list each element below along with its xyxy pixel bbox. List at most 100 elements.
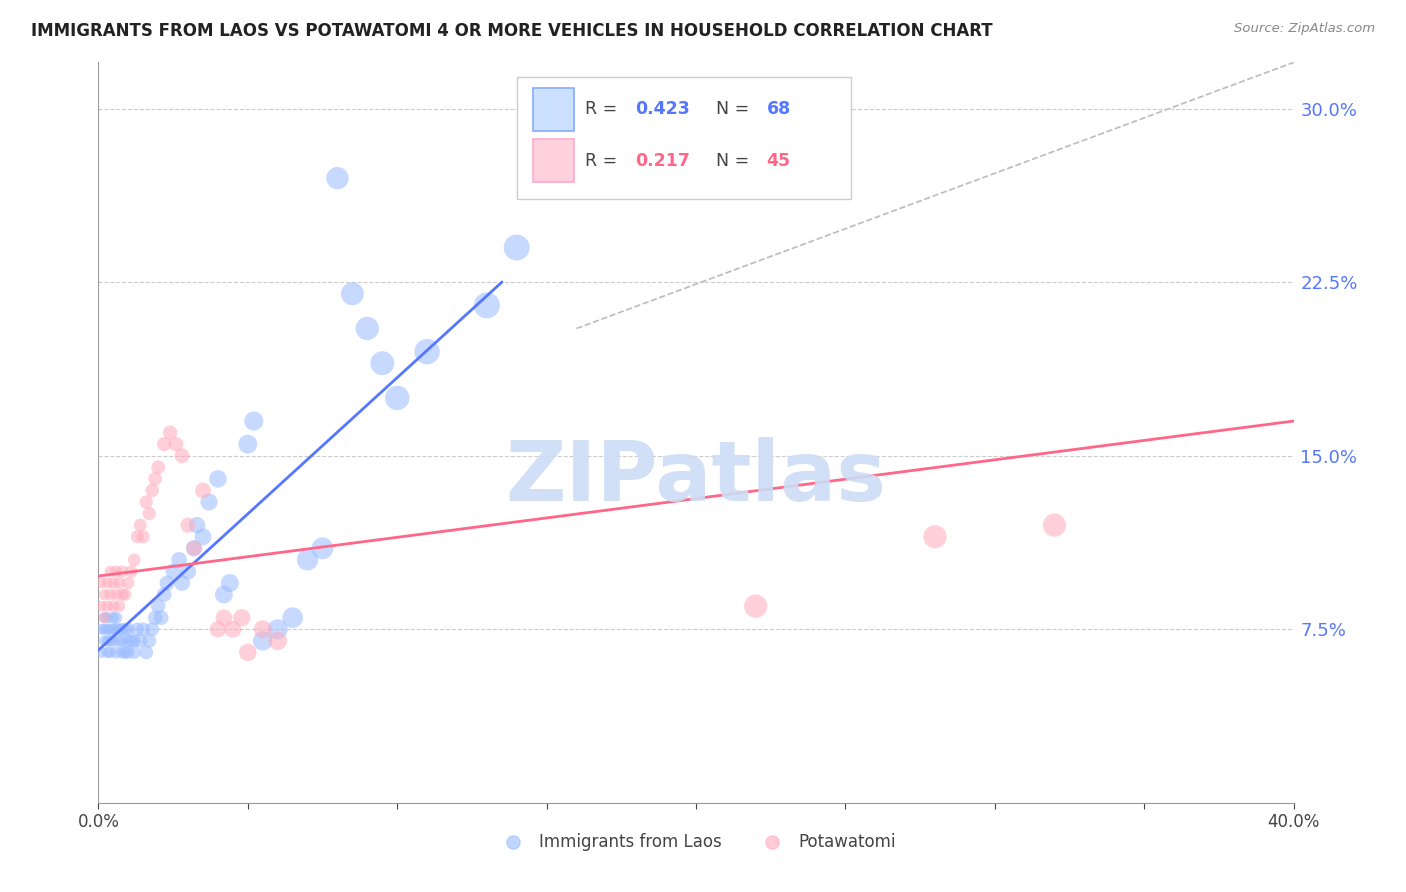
Point — [124, 553, 146, 567]
Point — [138, 507, 160, 521]
Point — [111, 633, 134, 648]
Point — [222, 622, 245, 636]
Point — [111, 588, 134, 602]
Point — [105, 565, 128, 579]
Point — [416, 344, 439, 359]
Point — [93, 588, 115, 602]
Point — [198, 495, 221, 509]
Point — [177, 565, 200, 579]
Point — [103, 633, 125, 648]
Point — [96, 645, 118, 659]
Point — [108, 633, 131, 648]
Point — [148, 460, 170, 475]
Point — [153, 437, 176, 451]
Point — [141, 622, 163, 636]
Text: 68: 68 — [766, 100, 790, 118]
Point — [90, 645, 112, 659]
Point — [93, 610, 115, 624]
Point — [212, 588, 235, 602]
Point — [135, 495, 157, 509]
Text: ZIPatlas: ZIPatlas — [506, 436, 886, 517]
Point — [371, 356, 394, 370]
Point — [96, 622, 118, 636]
Point — [252, 622, 274, 636]
Point — [219, 576, 242, 591]
Point — [93, 622, 115, 636]
Point — [183, 541, 205, 556]
Point — [191, 530, 214, 544]
Point — [120, 633, 142, 648]
Point — [311, 541, 333, 556]
Point — [153, 588, 176, 602]
Point — [103, 599, 125, 614]
Point — [267, 622, 290, 636]
Text: R =: R = — [585, 152, 623, 169]
Point — [167, 553, 190, 567]
Point — [191, 483, 214, 498]
Point — [236, 437, 259, 451]
Point — [120, 565, 142, 579]
Point — [105, 645, 128, 659]
Point — [326, 171, 349, 186]
Point — [162, 565, 184, 579]
Point — [103, 576, 125, 591]
Point — [356, 321, 378, 335]
Point — [267, 633, 290, 648]
Text: N =: N = — [716, 100, 755, 118]
Legend: Immigrants from Laos, Potawatomi: Immigrants from Laos, Potawatomi — [489, 826, 903, 857]
Point — [138, 633, 160, 648]
Point — [96, 610, 118, 624]
Point — [236, 645, 259, 659]
Point — [108, 576, 131, 591]
Point — [1043, 518, 1066, 533]
Point — [98, 633, 122, 648]
Point — [177, 518, 200, 533]
Point — [475, 298, 498, 312]
Text: R =: R = — [585, 100, 623, 118]
Point — [186, 518, 208, 533]
Point — [243, 414, 266, 428]
Text: 45: 45 — [766, 152, 790, 169]
Point — [96, 576, 118, 591]
Point — [103, 610, 125, 624]
Point — [127, 622, 149, 636]
Point — [98, 645, 122, 659]
Point — [114, 645, 136, 659]
FancyBboxPatch shape — [533, 87, 574, 130]
Text: 0.217: 0.217 — [636, 152, 690, 169]
Point — [212, 610, 235, 624]
Point — [132, 530, 155, 544]
Point — [156, 576, 179, 591]
Point — [117, 633, 139, 648]
Point — [124, 645, 146, 659]
Point — [117, 576, 139, 591]
Point — [172, 449, 194, 463]
Point — [129, 518, 152, 533]
FancyBboxPatch shape — [517, 78, 852, 200]
Point — [111, 565, 134, 579]
Text: 0.423: 0.423 — [636, 100, 690, 118]
Point — [98, 622, 122, 636]
Point — [135, 645, 157, 659]
Text: IMMIGRANTS FROM LAOS VS POTAWATOMI 4 OR MORE VEHICLES IN HOUSEHOLD CORRELATION C: IMMIGRANTS FROM LAOS VS POTAWATOMI 4 OR … — [31, 22, 993, 40]
Text: Source: ZipAtlas.com: Source: ZipAtlas.com — [1234, 22, 1375, 36]
Point — [141, 483, 163, 498]
Point — [143, 472, 166, 486]
Text: N =: N = — [716, 152, 755, 169]
Point — [96, 599, 118, 614]
Point — [143, 610, 166, 624]
Point — [105, 610, 128, 624]
Point — [150, 610, 173, 624]
Point — [129, 633, 152, 648]
Point — [108, 599, 131, 614]
Point — [105, 588, 128, 602]
Point — [98, 565, 122, 579]
Point — [132, 622, 155, 636]
Point — [90, 576, 112, 591]
Point — [114, 588, 136, 602]
Point — [172, 576, 194, 591]
FancyBboxPatch shape — [533, 139, 574, 182]
Point — [111, 622, 134, 636]
Point — [183, 541, 205, 556]
Point — [231, 610, 253, 624]
